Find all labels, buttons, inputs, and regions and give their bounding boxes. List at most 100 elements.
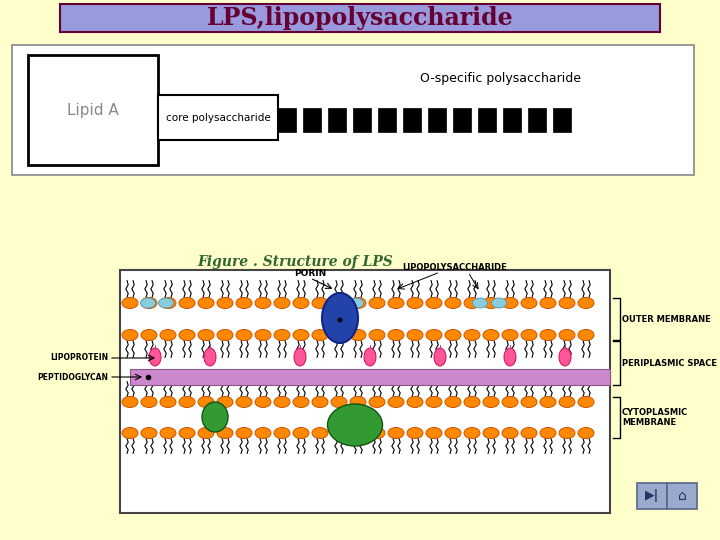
Bar xyxy=(130,369,610,385)
Ellipse shape xyxy=(521,298,537,308)
FancyBboxPatch shape xyxy=(353,108,371,132)
Ellipse shape xyxy=(407,428,423,438)
Ellipse shape xyxy=(198,396,214,408)
Ellipse shape xyxy=(179,329,195,341)
Text: ▶|: ▶| xyxy=(645,489,659,503)
Ellipse shape xyxy=(426,396,442,408)
Ellipse shape xyxy=(483,396,499,408)
Ellipse shape xyxy=(445,396,461,408)
Ellipse shape xyxy=(331,329,347,341)
FancyBboxPatch shape xyxy=(60,4,660,32)
Text: Figure . Structure of LPS: Figure . Structure of LPS xyxy=(197,255,393,269)
Ellipse shape xyxy=(521,396,537,408)
Ellipse shape xyxy=(559,396,575,408)
Ellipse shape xyxy=(217,428,233,438)
Ellipse shape xyxy=(426,428,442,438)
Ellipse shape xyxy=(179,396,195,408)
FancyBboxPatch shape xyxy=(158,95,278,140)
Text: PERIPLASMIC SPACE: PERIPLASMIC SPACE xyxy=(622,359,717,368)
Ellipse shape xyxy=(122,329,138,341)
FancyBboxPatch shape xyxy=(453,108,471,132)
Ellipse shape xyxy=(426,329,442,341)
Ellipse shape xyxy=(149,348,161,366)
Text: LPS,lipopolysaccharide: LPS,lipopolysaccharide xyxy=(207,6,513,30)
Ellipse shape xyxy=(388,329,404,341)
Ellipse shape xyxy=(331,428,347,438)
Ellipse shape xyxy=(330,298,344,308)
Ellipse shape xyxy=(464,428,480,438)
FancyBboxPatch shape xyxy=(503,108,521,132)
Ellipse shape xyxy=(502,298,518,308)
Ellipse shape xyxy=(198,428,214,438)
Ellipse shape xyxy=(350,428,366,438)
Ellipse shape xyxy=(198,329,214,341)
Ellipse shape xyxy=(122,428,138,438)
Ellipse shape xyxy=(504,348,516,366)
Text: PEPTIDOGLYCAN: PEPTIDOGLYCAN xyxy=(37,373,108,381)
FancyBboxPatch shape xyxy=(378,108,396,132)
Ellipse shape xyxy=(312,298,328,308)
Ellipse shape xyxy=(274,428,290,438)
Ellipse shape xyxy=(445,298,461,308)
Text: ⌂: ⌂ xyxy=(678,489,686,503)
Ellipse shape xyxy=(204,348,216,366)
Ellipse shape xyxy=(274,396,290,408)
Ellipse shape xyxy=(331,396,347,408)
Ellipse shape xyxy=(160,396,176,408)
Ellipse shape xyxy=(160,428,176,438)
Ellipse shape xyxy=(559,348,571,366)
Ellipse shape xyxy=(502,428,518,438)
Ellipse shape xyxy=(293,329,309,341)
Ellipse shape xyxy=(559,298,575,308)
FancyBboxPatch shape xyxy=(637,483,667,509)
Ellipse shape xyxy=(369,329,385,341)
Ellipse shape xyxy=(364,348,376,366)
Ellipse shape xyxy=(236,329,252,341)
Ellipse shape xyxy=(521,329,537,341)
Ellipse shape xyxy=(202,402,228,432)
Ellipse shape xyxy=(369,396,385,408)
Ellipse shape xyxy=(236,428,252,438)
Ellipse shape xyxy=(559,329,575,341)
Ellipse shape xyxy=(350,396,366,408)
Ellipse shape xyxy=(331,298,347,308)
Ellipse shape xyxy=(255,396,271,408)
Ellipse shape xyxy=(472,298,487,308)
Ellipse shape xyxy=(578,428,594,438)
Ellipse shape xyxy=(483,298,499,308)
FancyBboxPatch shape xyxy=(528,108,546,132)
Ellipse shape xyxy=(559,428,575,438)
Ellipse shape xyxy=(464,298,480,308)
Ellipse shape xyxy=(217,396,233,408)
Ellipse shape xyxy=(407,329,423,341)
Text: LIPOPOLYSACCHARIDE: LIPOPOLYSACCHARIDE xyxy=(402,263,508,272)
Text: LIPOPROTEIN: LIPOPROTEIN xyxy=(50,354,108,362)
FancyBboxPatch shape xyxy=(428,108,446,132)
Ellipse shape xyxy=(293,396,309,408)
Ellipse shape xyxy=(179,298,195,308)
Text: OUTER MEMBRANE: OUTER MEMBRANE xyxy=(622,314,711,323)
Ellipse shape xyxy=(179,428,195,438)
Ellipse shape xyxy=(160,298,176,308)
Ellipse shape xyxy=(407,298,423,308)
Ellipse shape xyxy=(338,318,343,322)
Ellipse shape xyxy=(328,404,382,446)
Ellipse shape xyxy=(521,428,537,438)
FancyBboxPatch shape xyxy=(667,483,697,509)
Ellipse shape xyxy=(578,298,594,308)
Ellipse shape xyxy=(540,298,556,308)
Ellipse shape xyxy=(312,428,328,438)
Ellipse shape xyxy=(483,329,499,341)
Ellipse shape xyxy=(293,298,309,308)
Ellipse shape xyxy=(274,298,290,308)
FancyBboxPatch shape xyxy=(553,108,571,132)
Ellipse shape xyxy=(369,298,385,308)
Text: CYTOPLASMIC
MEMBRANE: CYTOPLASMIC MEMBRANE xyxy=(622,408,688,427)
Ellipse shape xyxy=(255,428,271,438)
Ellipse shape xyxy=(578,329,594,341)
FancyBboxPatch shape xyxy=(28,55,158,165)
Ellipse shape xyxy=(198,298,214,308)
Ellipse shape xyxy=(236,396,252,408)
Text: PORIN: PORIN xyxy=(294,269,326,278)
Ellipse shape xyxy=(141,396,157,408)
